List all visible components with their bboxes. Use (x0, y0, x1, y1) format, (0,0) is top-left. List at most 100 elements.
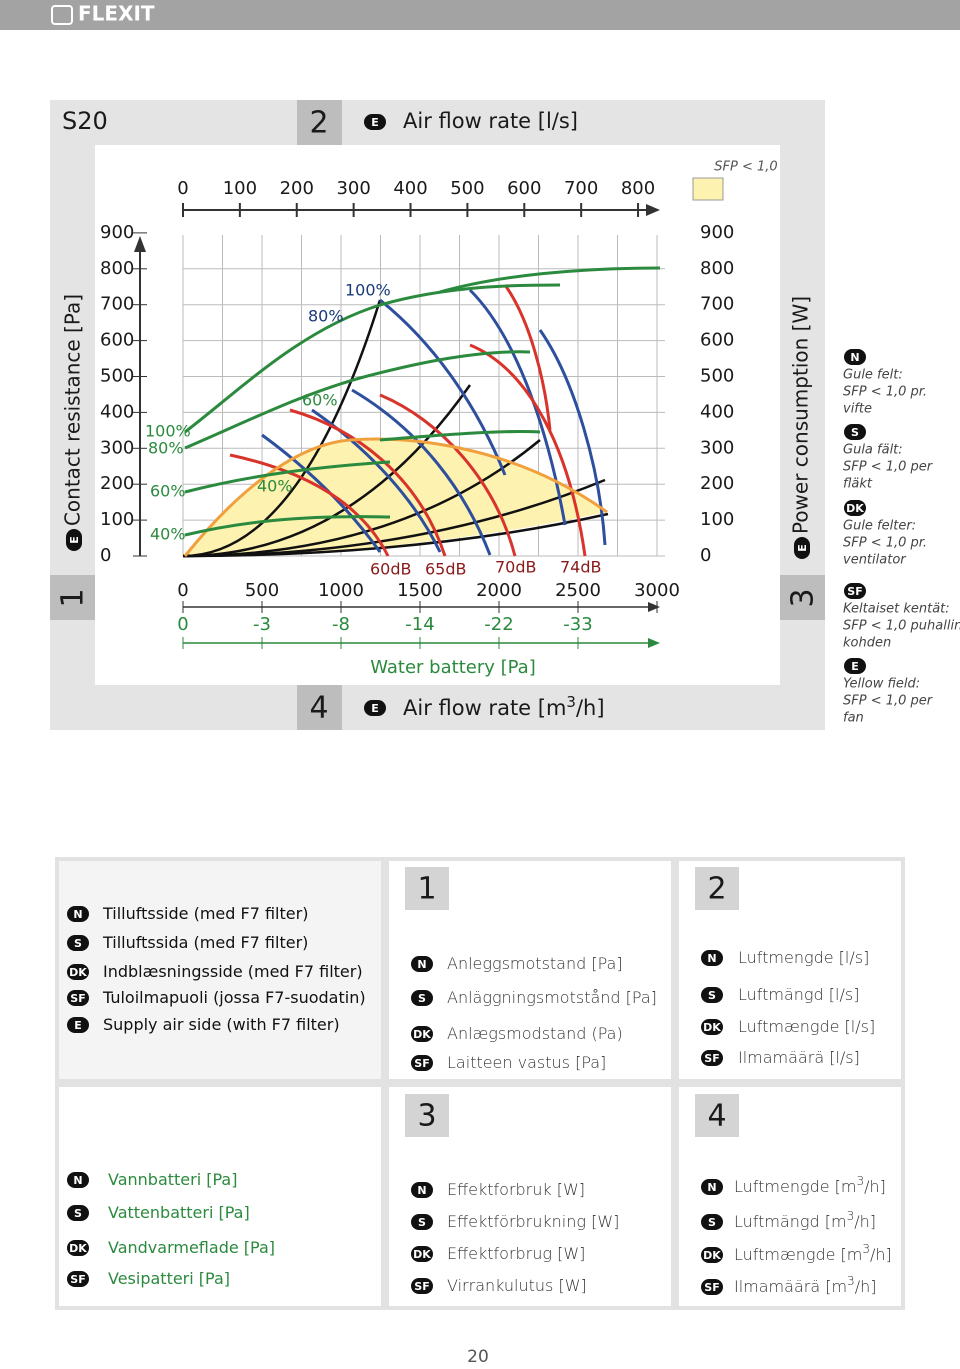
y-tick-label: 0 (100, 545, 111, 566)
cell-text: Ilmamäärä [m3/h] (734, 1274, 876, 1296)
badge-text: SF (70, 1273, 85, 1286)
power-curve (184, 350, 531, 450)
lang-badge: N (411, 1182, 433, 1198)
y-tick-label: 400 (100, 401, 134, 422)
x2-tick-label: 500 (450, 178, 484, 199)
cell-text: Ilmamäärä [l/s] (738, 1048, 860, 1067)
lang-badge: SF (67, 1271, 89, 1287)
water-tick-label: -33 (563, 614, 592, 635)
badge-text: DK (413, 1248, 431, 1261)
note-line: SFP < 1,0 puhallinta (843, 619, 960, 634)
badge-text: E (371, 702, 379, 715)
badge-shape (411, 1246, 433, 1262)
cell-number-box (695, 1094, 739, 1137)
badge-shape (411, 1278, 433, 1294)
arrow (648, 602, 660, 612)
cell-text: Luftmængde [l/s] (738, 1017, 875, 1036)
note-line: Keltaiset kentät: (843, 602, 950, 617)
bottom-axis-title: Air flow rate [m3/h] (403, 693, 605, 721)
cell-text: Tilluftssida (med F7 filter) (102, 933, 308, 952)
badge-text: S (418, 1216, 426, 1229)
badge-shape (701, 1247, 723, 1263)
table-content: N Tilluftsside (med F7 filter) S Tilluftssi… (67, 867, 892, 1296)
cell-text: Laitteen vastus [Pa] (447, 1053, 606, 1072)
note-line: fläkt (843, 477, 873, 492)
water-tick-label: -22 (484, 614, 513, 635)
cell-text: Supply air side (with F7 filter) (103, 1015, 340, 1034)
badge-text: DK (846, 502, 864, 515)
text: Indblæsningsside (med F7 filter) (103, 962, 363, 981)
y-tick-label: 200 (100, 473, 134, 494)
text: Vattenbatteri [Pa] (108, 1203, 250, 1222)
box (50, 575, 95, 620)
db-label: 60dB (370, 560, 412, 579)
lang-badge: DK (844, 500, 866, 516)
lang-badge: S (67, 935, 89, 951)
y2-tick-label: 900 (700, 222, 734, 243)
note-line: Gule felt: (843, 368, 903, 383)
water-tick-label: -14 (405, 614, 434, 635)
cell-text: Luftmængde [m3/h] (734, 1242, 892, 1264)
lang-badge: N (67, 906, 89, 922)
text: Luftmengde [l/s] (738, 948, 869, 967)
cell-text: Vesipatteri [Pa] (108, 1269, 230, 1288)
x-tick-label: 2500 (555, 580, 601, 601)
x-tick-label: 1000 (318, 580, 364, 601)
box-number: 1 (56, 588, 91, 607)
y2-tick-label: 0 (700, 545, 711, 566)
cell-text: Virrankulutus [W] (447, 1276, 587, 1295)
system-curve (182, 512, 609, 558)
water-axis-title: Water battery [Pa] (370, 657, 535, 678)
badge-shape (67, 990, 89, 1006)
sfp-curve (183, 437, 608, 557)
y2-tick-label: 800 (700, 258, 734, 279)
sound-curve (503, 284, 552, 431)
badge-shape (67, 1205, 89, 1221)
badge-shape (411, 1055, 433, 1071)
badge-shape (701, 1050, 723, 1066)
y2-tick-label: 100 (700, 509, 734, 530)
text: /h] (855, 1277, 877, 1296)
cell-text: Luftmängd [l/s] (738, 985, 859, 1004)
fan-curve (379, 298, 507, 476)
box-number: 2 (309, 106, 328, 141)
badge-shape (701, 1279, 723, 1295)
title-text: Air flow rate [m (403, 696, 566, 720)
cell-number-box (405, 1094, 449, 1137)
arrow (134, 236, 146, 252)
badge-shape (364, 700, 386, 716)
badge-shape (411, 956, 433, 972)
power-curve (184, 515, 391, 537)
text: Laitteen vastus [Pa] (447, 1053, 606, 1072)
badge-shape (67, 1017, 89, 1033)
cell-text: Anlægsmodstand (Pa) (447, 1024, 623, 1043)
note-line: Gule felter: (843, 519, 916, 534)
badge-shape (411, 1026, 433, 1042)
badge-shape (844, 658, 866, 674)
cell-number: 3 (417, 1099, 436, 1134)
lang-badge: N (701, 950, 723, 966)
x-tick-label: 1500 (397, 580, 443, 601)
lang-badge: DK (701, 1019, 723, 1035)
sound-curve (469, 343, 587, 557)
badge-text: E (371, 116, 379, 129)
db-label: 74dB (560, 558, 602, 577)
badge-text: E (851, 660, 859, 673)
badge-text: S (708, 989, 716, 1002)
y2-tick-label: 200 (700, 473, 734, 494)
badge-text: E (796, 544, 809, 552)
y-tick-label: 900 (100, 222, 134, 243)
lang-badge: DK (411, 1246, 433, 1262)
curve-label: 40% (257, 477, 293, 496)
x2-tick-label: 0 (177, 178, 188, 199)
cell-text: Indblæsningsside (med F7 filter) (103, 962, 363, 981)
badge-text: N (417, 1184, 426, 1197)
text: Luftmengde [m (734, 1177, 856, 1196)
cell-text: Vattenbatteri [Pa] (108, 1203, 250, 1222)
badge-shape (411, 1182, 433, 1198)
y2-tick-label: 300 (700, 437, 734, 458)
y-tick-label: 800 (100, 258, 134, 279)
badge-shape (67, 1240, 89, 1256)
model: S20 (62, 107, 108, 135)
